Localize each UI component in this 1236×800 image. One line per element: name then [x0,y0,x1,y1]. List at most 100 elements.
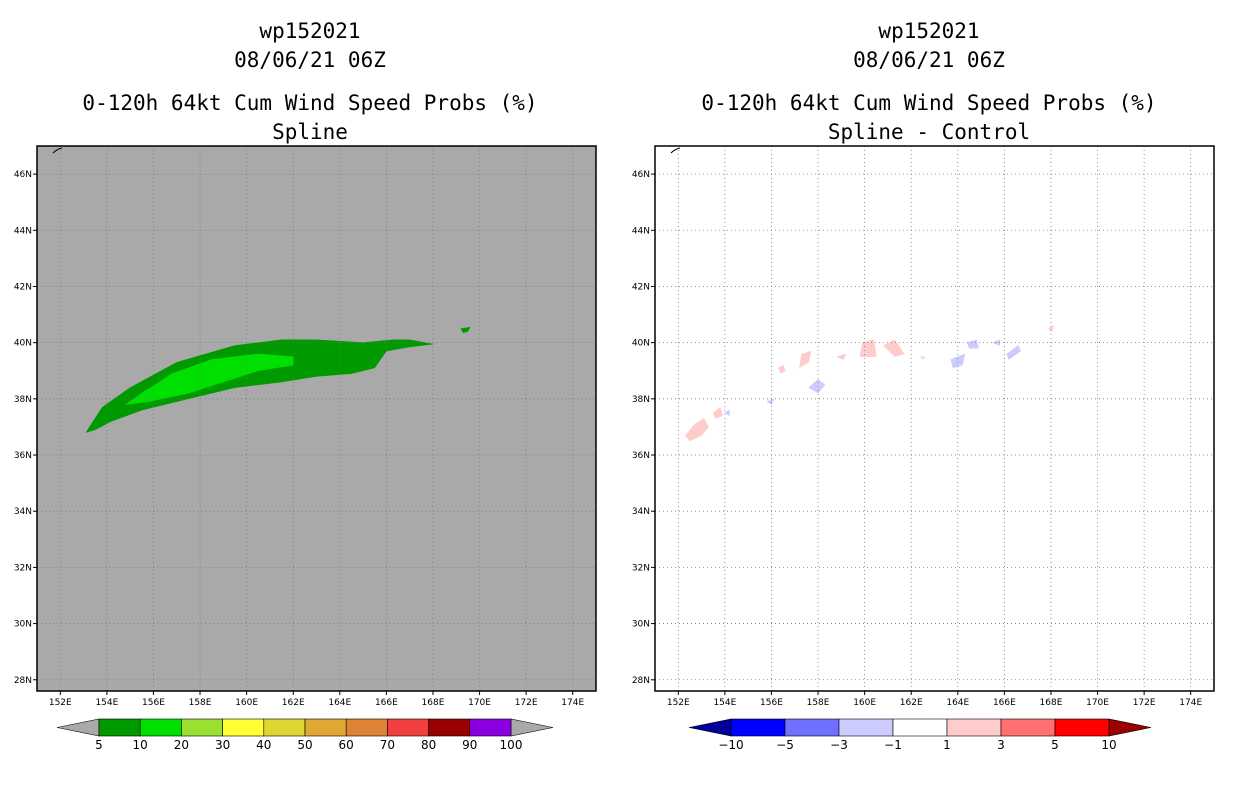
colorbar-low-arrow [56,718,100,737]
chart-panel-right: wp152021 08/06/21 06Z 0-120h 64kt Cum Wind… [632,19,1215,752]
colorbar-label: 5 [1051,738,1059,752]
y-tick-label: 36N [632,451,650,461]
x-tick-label: 154E [95,698,118,708]
colorbar-label: 30 [215,738,230,752]
chart-title-line-1: wp152021 [878,19,979,43]
x-tick-label: 154E [713,698,736,708]
y-tick-label: 40N [632,339,650,349]
colorbar-swatch [181,718,223,737]
y-tick-label: 32N [632,563,650,573]
x-tick-label: 170E [1086,698,1109,708]
chart-title-line-4: Spline - Control [828,120,1030,144]
x-tick-label: 166E [993,698,1016,708]
region-1-3-7 [919,356,926,360]
colorbar-swatch [345,718,388,737]
colorbar-swatch [1054,718,1110,737]
colorbar-label: 10 [133,738,148,752]
region--3--1-10 [766,398,775,405]
y-tick-label: 30N [14,620,32,630]
x-tick-label: 174E [1179,698,1202,708]
region--3--1-11 [724,409,730,417]
x-tick-label: 156E [760,698,783,708]
colorbar-swatch [387,718,429,737]
x-tick-label: 164E [328,698,351,708]
region-1-3-3 [778,364,786,374]
y-tick-label: 46N [632,170,650,180]
chart-title-line-1: wp152021 [259,19,360,43]
colorbar-label: −10 [718,738,743,752]
region-1-3-8 [1048,325,1054,332]
colorbar-swatch [1000,718,1056,737]
colorbar-swatch [838,718,894,737]
colorbar-label: 100 [500,738,523,752]
colorbar-label: −5 [776,738,794,752]
colorbar-label: −3 [830,738,848,752]
y-tick-label: 44N [14,226,32,236]
y-tick-label: 28N [14,676,32,686]
chart-title-line-2: 08/06/21 06Z [234,48,386,72]
colorbar-label: 20 [174,738,189,752]
colorbar-swatch [98,718,141,737]
colorbar-label: 90 [462,738,477,752]
region--3--1-15 [1006,345,1022,360]
colorbar-label: 60 [339,738,354,752]
colorbar-swatch [304,718,347,737]
x-tick-label: 158E [189,698,212,708]
x-tick-label: 172E [515,698,538,708]
colorbar-swatch [139,718,182,737]
coastline-fragment [670,147,681,154]
colorbar: 5 10 20 30 40 50 60 70 80 90 100 [56,718,554,752]
x-tick-label: 174E [561,698,584,708]
chart-title-line-3: 0-120h 64kt Cum Wind Speed Probs (%) [701,91,1156,115]
y-tick-label: 38N [14,395,32,405]
x-tick-label: 172E [1133,698,1156,708]
region-5-10-0 [85,339,434,433]
colorbar-label: 3 [997,738,1005,752]
x-tick-label: 160E [853,698,876,708]
y-tick-label: 46N [14,170,32,180]
x-tick-label: 158E [807,698,830,708]
region-5-10-1 [460,326,471,334]
y-tick-label: 34N [632,507,650,517]
x-tick-label: 162E [900,698,923,708]
colorbar-label: 5 [95,738,103,752]
colorbar-swatch [222,718,265,737]
plot-area [655,146,1214,691]
region--3--1-9 [808,378,826,394]
colorbar-label: −1 [884,738,902,752]
plot-area [37,146,596,691]
y-tick-label: 42N [632,282,650,292]
colorbar-swatch [428,718,471,737]
x-tick-label: 166E [375,698,398,708]
colorbar-label: 40 [256,738,271,752]
x-tick-label: 170E [468,698,491,708]
y-tick-label: 34N [14,507,32,517]
region--3--1-12 [950,353,966,369]
colorbar-high-arrow [510,718,554,737]
x-tick-label: 162E [282,698,305,708]
x-tick-label: 168E [422,698,445,708]
colorbar-label: 70 [380,738,395,752]
y-tick-label: 44N [632,226,650,236]
region-1-3-5 [859,339,877,357]
colorbar-swatch [469,718,512,737]
y-tick-label: 30N [632,620,650,630]
colorbar: −10 −5 −3 −1 1 3 5 10 [688,718,1152,752]
coastline-fragment [52,147,63,154]
region--3--1-13 [966,339,980,349]
colorbar-label: 50 [297,738,312,752]
plot-frame [36,145,597,692]
colorbar-swatch [784,718,840,737]
x-tick-label: 156E [142,698,165,708]
y-tick-label: 36N [14,451,32,461]
chart-title-line-3: 0-120h 64kt Cum Wind Speed Probs (%) [82,91,537,115]
plot-background [655,146,1214,691]
y-tick-label: 32N [14,563,32,573]
y-tick-label: 38N [632,395,650,405]
y-tick-label: 28N [632,676,650,686]
y-tick-label: 42N [14,282,32,292]
region-1-3-1 [712,406,723,419]
x-tick-label: 168E [1040,698,1063,708]
region-1-3-2 [799,350,812,369]
